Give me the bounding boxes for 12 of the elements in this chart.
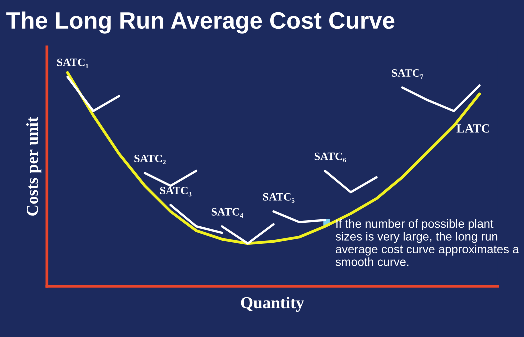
series-label: SATC₅ — [263, 193, 295, 204]
series-label: SATC₄ — [212, 208, 244, 218]
series-label: LATC — [456, 124, 490, 133]
series-label: SATC₆ — [314, 152, 346, 162]
series-label: SATC₂ — [134, 154, 166, 165]
series-label: SATC₇ — [392, 70, 424, 80]
y-axis-title: Costs per unit — [26, 117, 42, 216]
x-axis-title: Quantity — [241, 296, 304, 312]
series-label: SATC₁ — [57, 58, 89, 68]
chart-title: The Long Run Average Cost Curve — [6, 12, 395, 34]
series-label: SATC₃ — [160, 187, 192, 197]
annotation: If the number of possible plant sizes is very large, the long run average cost curve approximates a smooth curve. — [336, 219, 520, 266]
